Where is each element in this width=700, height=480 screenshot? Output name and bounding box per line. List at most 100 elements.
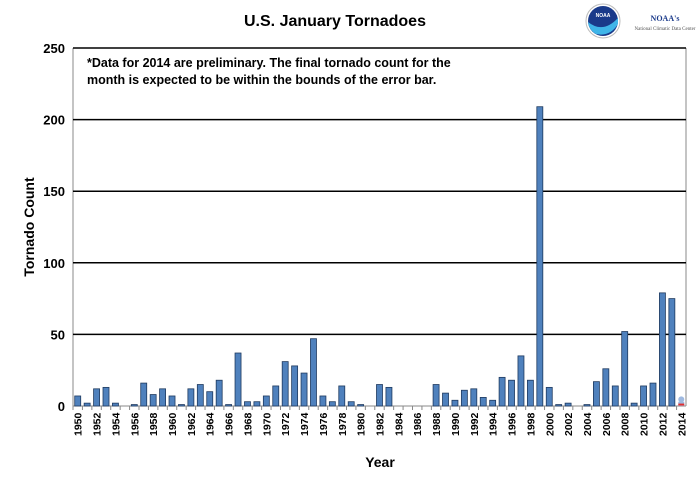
x-tick-label: 2004 <box>582 412 594 436</box>
x-tick-label: 1954 <box>110 412 122 436</box>
x-tick-label: 2006 <box>601 412 613 436</box>
y-tick-label: 50 <box>51 327 65 342</box>
x-tick-label: 1998 <box>525 412 537 436</box>
x-tick-label: 1990 <box>450 412 462 436</box>
bar <box>536 106 544 407</box>
x-tick-label: 2000 <box>544 412 556 436</box>
x-tick-label: 1982 <box>375 412 387 436</box>
bar <box>640 385 647 407</box>
bar <box>234 352 242 407</box>
bar <box>168 395 176 407</box>
y-tick-label: 150 <box>43 184 65 199</box>
bar <box>357 404 365 407</box>
bar <box>319 395 327 407</box>
x-tick-label: 1988 <box>431 412 443 436</box>
bar <box>451 399 459 407</box>
bar <box>517 355 525 407</box>
logo-agency: NOAA's <box>651 14 680 23</box>
bar <box>545 386 553 407</box>
svg-text:NOAA: NOAA <box>596 13 611 19</box>
bar <box>564 402 572 407</box>
x-tick-label: 1972 <box>280 412 292 436</box>
noaa-logo: NOAA NOAA's National Climatic Data Cente… <box>585 3 696 39</box>
error-bar-high <box>678 396 685 403</box>
bar <box>196 384 204 407</box>
y-tick-label: 200 <box>43 113 65 128</box>
bar <box>659 292 666 407</box>
bar <box>159 388 166 407</box>
bar <box>526 379 534 407</box>
y-tick-label: 0 <box>58 399 65 414</box>
bar <box>244 401 251 407</box>
x-tick-label: 1968 <box>242 412 254 436</box>
x-tick-label: 2002 <box>563 412 575 436</box>
bar <box>460 389 468 407</box>
y-tick-label: 250 <box>43 41 65 56</box>
x-tick-label: 2010 <box>639 412 651 436</box>
bar <box>130 404 138 407</box>
annotation-line-2: month is expected to be within the bound… <box>87 73 436 87</box>
bar <box>479 397 487 407</box>
x-axis-label: Year <box>365 454 395 470</box>
bar <box>338 385 346 407</box>
bar <box>498 376 506 407</box>
x-tick-label: 1986 <box>412 412 424 436</box>
x-tick-label: 1964 <box>205 412 217 436</box>
bar <box>328 401 336 407</box>
x-tick-label: 2012 <box>657 412 669 436</box>
bar <box>593 381 600 407</box>
bar <box>187 388 195 407</box>
x-tick-label: 1970 <box>261 412 273 436</box>
bar <box>442 392 449 407</box>
y-tick-label: 100 <box>43 256 65 271</box>
bar <box>508 379 515 407</box>
x-tick-label: 1978 <box>337 412 349 436</box>
x-tick-label: 1956 <box>129 412 141 436</box>
bar <box>347 401 355 407</box>
bar <box>225 404 233 407</box>
x-tick-label: 1960 <box>167 412 179 436</box>
bar <box>112 402 119 407</box>
bar <box>253 401 261 407</box>
x-tick-label: 1962 <box>186 412 198 436</box>
bar <box>310 338 317 407</box>
bar <box>432 384 440 407</box>
bar <box>215 379 223 407</box>
x-tick-label: 1974 <box>299 412 311 436</box>
bar <box>555 404 563 407</box>
bar <box>376 384 383 407</box>
bar <box>272 385 280 407</box>
bar <box>102 386 110 407</box>
x-tick-label: 1992 <box>469 412 481 436</box>
x-tick-label: 2008 <box>620 412 632 436</box>
logo-center: National Climatic Data Center <box>635 27 696 32</box>
bar <box>281 361 289 407</box>
bar <box>611 385 619 407</box>
bar <box>262 395 270 407</box>
x-tick-label: 1996 <box>507 412 519 436</box>
annotation-line-1: *Data for 2014 are preliminary. The fina… <box>87 56 451 70</box>
x-tick-label: 1980 <box>356 412 368 436</box>
bar <box>93 388 100 407</box>
y-axis-label: Tornado Count <box>21 177 37 277</box>
bar <box>206 391 214 407</box>
bar <box>470 388 478 407</box>
bar <box>649 382 657 407</box>
x-tick-label: 1950 <box>73 412 85 436</box>
bar <box>630 402 638 407</box>
bar <box>385 386 393 407</box>
x-tick-label: 1994 <box>488 412 500 436</box>
bar <box>602 368 610 407</box>
bar <box>621 331 629 407</box>
bar <box>140 382 148 407</box>
x-tick-label: 1966 <box>224 412 236 436</box>
bar <box>74 395 82 407</box>
x-tick-label: 1984 <box>393 412 405 436</box>
bar <box>300 372 308 407</box>
x-tick-label: 1976 <box>318 412 330 436</box>
bar <box>291 365 299 407</box>
chart-title: U.S. January Tornadoes <box>244 13 426 30</box>
x-tick-label: 1952 <box>92 412 104 436</box>
bar <box>668 298 676 407</box>
